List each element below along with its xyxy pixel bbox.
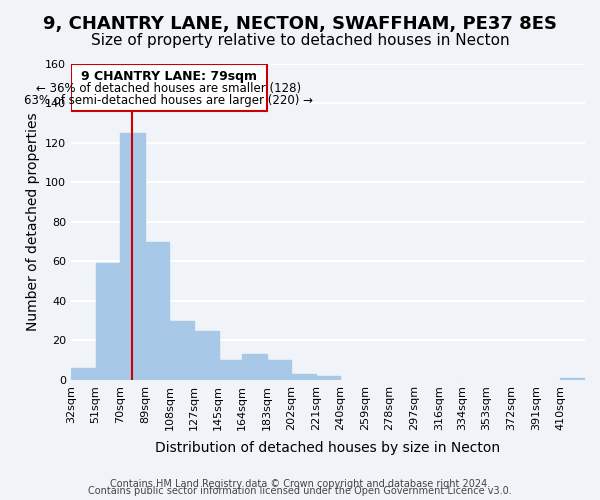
Bar: [120, 133, 145, 380]
Bar: [242, 354, 266, 380]
X-axis label: Distribution of detached houses by size in Necton: Distribution of detached houses by size …: [155, 441, 500, 455]
Text: ← 36% of detached houses are smaller (128): ← 36% of detached houses are smaller (12…: [36, 82, 301, 95]
Text: 9 CHANTRY LANE: 79sqm: 9 CHANTRY LANE: 79sqm: [81, 70, 257, 83]
Bar: [266, 360, 291, 380]
Bar: [217, 360, 242, 380]
Text: 63% of semi-detached houses are larger (220) →: 63% of semi-detached houses are larger (…: [25, 94, 313, 106]
Text: Contains HM Land Registry data © Crown copyright and database right 2024.: Contains HM Land Registry data © Crown c…: [110, 479, 490, 489]
Bar: [169, 320, 194, 380]
Bar: [145, 242, 169, 380]
Bar: [560, 378, 585, 380]
Bar: [71, 368, 95, 380]
Y-axis label: Number of detached properties: Number of detached properties: [26, 112, 40, 332]
Bar: [316, 376, 340, 380]
Bar: [95, 264, 120, 380]
Bar: [291, 374, 316, 380]
Bar: [194, 330, 218, 380]
Text: Contains public sector information licensed under the Open Government Licence v3: Contains public sector information licen…: [88, 486, 512, 496]
FancyBboxPatch shape: [71, 64, 266, 112]
Text: 9, CHANTRY LANE, NECTON, SWAFFHAM, PE37 8ES: 9, CHANTRY LANE, NECTON, SWAFFHAM, PE37 …: [43, 15, 557, 33]
Text: Size of property relative to detached houses in Necton: Size of property relative to detached ho…: [91, 32, 509, 48]
